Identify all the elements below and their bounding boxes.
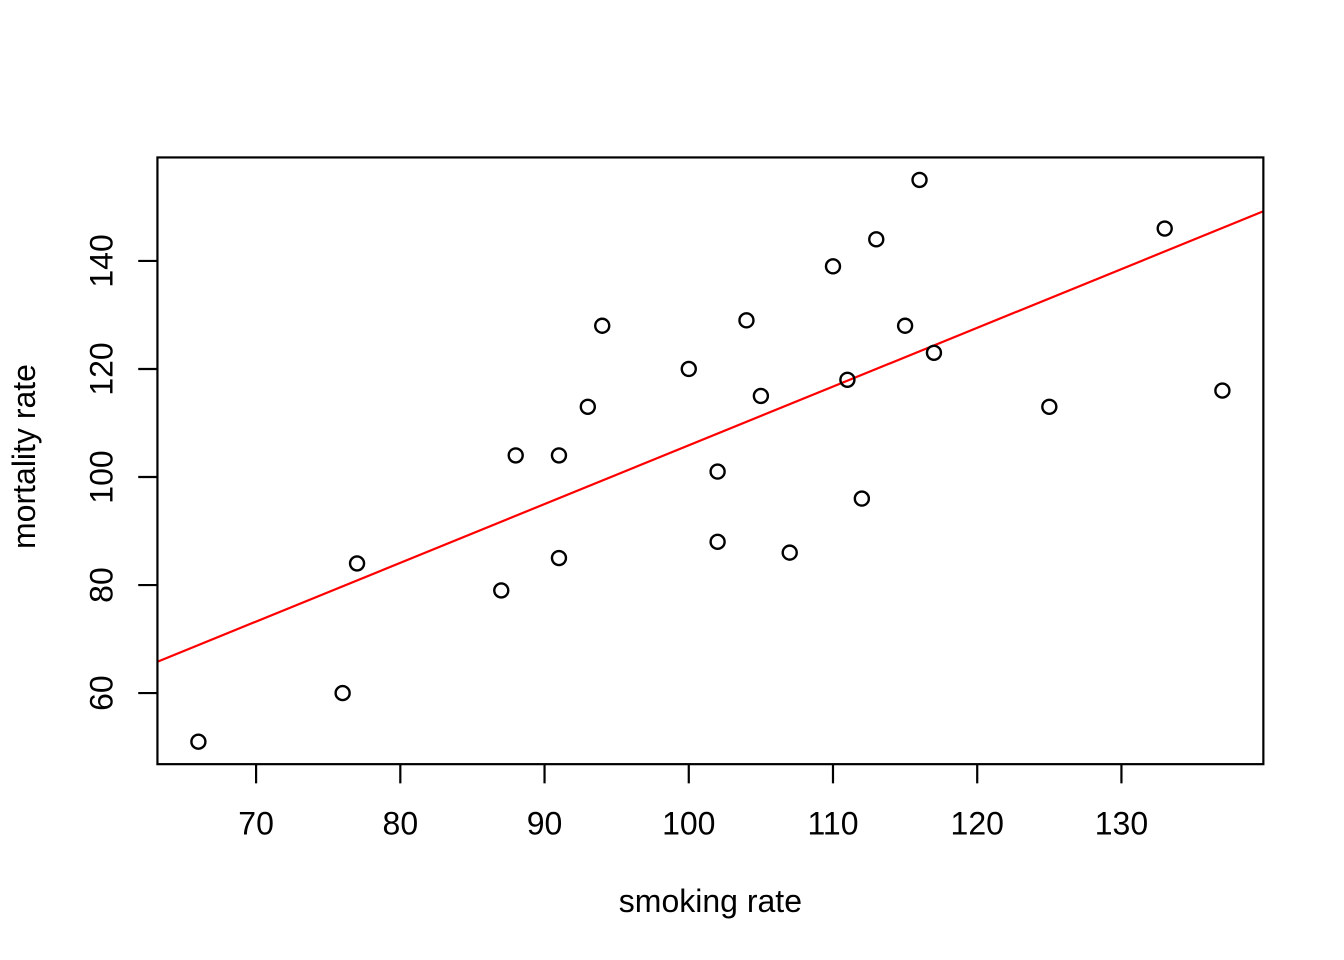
svg-text:80: 80 <box>383 806 419 842</box>
svg-text:100: 100 <box>662 806 715 842</box>
svg-text:70: 70 <box>238 806 274 842</box>
svg-text:90: 90 <box>527 806 563 842</box>
svg-text:140: 140 <box>84 234 120 287</box>
svg-text:smoking rate: smoking rate <box>619 883 802 919</box>
svg-text:130: 130 <box>1095 806 1148 842</box>
svg-text:60: 60 <box>84 675 120 711</box>
svg-text:100: 100 <box>84 450 120 503</box>
svg-text:80: 80 <box>84 567 120 603</box>
svg-text:120: 120 <box>951 806 1004 842</box>
svg-text:110: 110 <box>807 806 858 842</box>
svg-text:mortality rate: mortality rate <box>6 364 42 549</box>
svg-text:120: 120 <box>84 342 120 395</box>
